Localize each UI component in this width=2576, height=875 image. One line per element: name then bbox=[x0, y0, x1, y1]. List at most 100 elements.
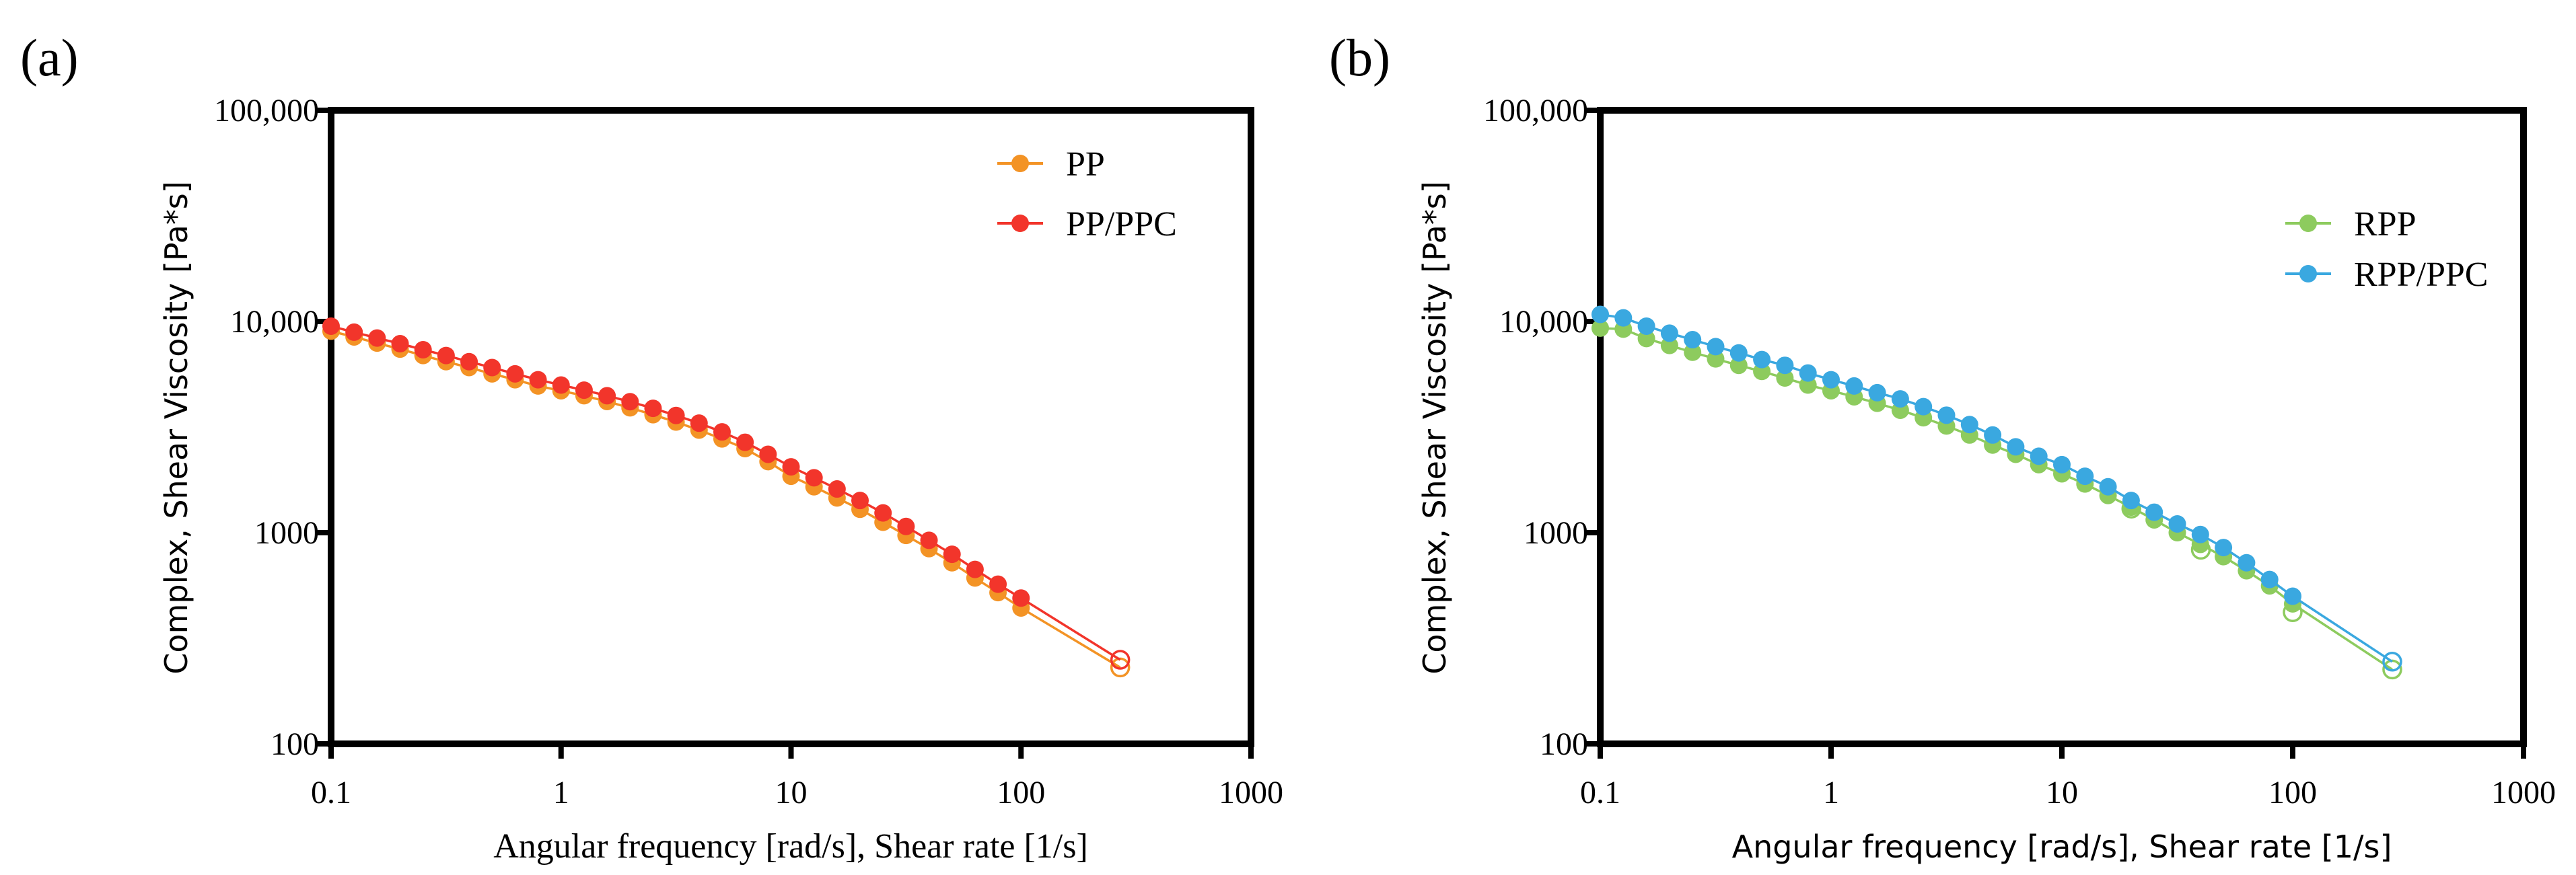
series-rpp bbox=[1591, 319, 2402, 680]
complex-viscosity-point bbox=[2007, 438, 2025, 456]
complex-viscosity-point bbox=[2284, 587, 2301, 605]
x-tick-label: 1 bbox=[1823, 775, 1839, 810]
y-tick-label: 100 bbox=[1540, 726, 1588, 762]
complex-viscosity-point bbox=[322, 317, 340, 335]
complex-viscosity-point bbox=[828, 480, 846, 498]
complex-viscosity-point bbox=[1637, 330, 1655, 348]
complex-viscosity-point bbox=[805, 469, 823, 487]
complex-viscosity-point bbox=[2099, 478, 2117, 496]
panel-label: (b) bbox=[1329, 28, 1390, 87]
complex-viscosity-point bbox=[2122, 492, 2140, 510]
y-tick-label: 10,000 bbox=[1499, 304, 1588, 340]
series-pp-ppc bbox=[322, 317, 1131, 670]
complex-viscosity-point bbox=[1822, 371, 1840, 389]
series-line bbox=[330, 330, 1121, 669]
legend-label: RPP/PPC bbox=[2354, 256, 2489, 294]
x-tick-label: 10 bbox=[775, 775, 808, 810]
legend-marker bbox=[2299, 265, 2317, 282]
shear-viscosity-point bbox=[1110, 650, 1131, 670]
x-tick-label: 1000 bbox=[2491, 775, 2556, 810]
panel-b: (b) Complex, Shear Viscosity [Pa*s] Angu… bbox=[1329, 28, 2556, 865]
complex-viscosity-point bbox=[690, 414, 708, 432]
complex-viscosity-point bbox=[1660, 336, 1678, 354]
x-tick-label: 1000 bbox=[1219, 775, 1283, 810]
complex-viscosity-point bbox=[1684, 331, 1702, 349]
shear-viscosity-point bbox=[2382, 652, 2402, 672]
x-tick-label: 1 bbox=[553, 775, 569, 810]
complex-viscosity-point bbox=[2238, 554, 2256, 572]
complex-viscosity-point bbox=[1937, 406, 1956, 424]
complex-viscosity-point bbox=[1614, 309, 1633, 327]
complex-viscosity-point bbox=[598, 387, 616, 405]
complex-viscosity-point bbox=[2260, 570, 2279, 588]
legend-label: RPP bbox=[2354, 205, 2417, 243]
complex-viscosity-point bbox=[621, 393, 639, 411]
complex-viscosity-point bbox=[644, 400, 662, 418]
complex-viscosity-point bbox=[667, 406, 685, 424]
x-tick-label: 10 bbox=[2046, 775, 2078, 810]
x-tick-label: 0.1 bbox=[1580, 775, 1620, 810]
complex-viscosity-point bbox=[1729, 344, 1748, 362]
series-line bbox=[330, 325, 1121, 661]
y-axis-label: Complex, Shear Viscosity [Pa*s] bbox=[158, 181, 194, 674]
complex-viscosity-point bbox=[1776, 356, 1794, 375]
complex-viscosity-point bbox=[736, 433, 754, 451]
complex-viscosity-point bbox=[920, 531, 938, 549]
complex-viscosity-point bbox=[2191, 525, 2209, 543]
complex-viscosity-point bbox=[1012, 589, 1030, 607]
complex-viscosity-point bbox=[851, 492, 869, 510]
complex-viscosity-point bbox=[1729, 356, 1748, 375]
y-tick-label: 1000 bbox=[1524, 515, 1588, 551]
complex-viscosity-point bbox=[1591, 305, 1609, 324]
complex-viscosity-point bbox=[1684, 343, 1702, 361]
legend-marker bbox=[2299, 215, 2317, 232]
complex-viscosity-point bbox=[1637, 317, 1655, 335]
complex-viscosity-point bbox=[1915, 397, 1933, 416]
complex-viscosity-point bbox=[713, 423, 731, 441]
y-tick-label: 100 bbox=[271, 726, 319, 762]
y-tick-label: 100,000 bbox=[214, 93, 319, 128]
legend-marker bbox=[1011, 155, 1029, 172]
complex-viscosity-point bbox=[1868, 383, 1886, 402]
complex-viscosity-point bbox=[2076, 467, 2094, 486]
complex-viscosity-point bbox=[1984, 426, 2002, 444]
complex-viscosity-point bbox=[782, 458, 800, 476]
complex-viscosity-point bbox=[483, 358, 501, 377]
complex-viscosity-point bbox=[1776, 369, 1794, 387]
legend-item: RPP/PPC bbox=[2285, 256, 2489, 294]
complex-viscosity-point bbox=[2053, 455, 2071, 473]
complex-viscosity-point bbox=[506, 365, 524, 383]
complex-viscosity-point bbox=[2030, 447, 2048, 465]
complex-viscosity-point bbox=[1707, 338, 1725, 356]
x-tick-label: 100 bbox=[997, 775, 1045, 810]
series-pp bbox=[322, 322, 1131, 678]
x-tick-label: 100 bbox=[2268, 775, 2317, 810]
legend-item: RPP bbox=[2285, 205, 2417, 243]
complex-viscosity-point bbox=[1845, 377, 1863, 395]
complex-viscosity-point bbox=[529, 371, 547, 389]
complex-viscosity-point bbox=[1891, 390, 1909, 408]
y-tick-label: 10,000 bbox=[230, 304, 319, 340]
y-tick-label: 1000 bbox=[254, 515, 319, 551]
complex-viscosity-point bbox=[1660, 324, 1678, 342]
complex-viscosity-point bbox=[2168, 515, 2186, 533]
complex-viscosity-point bbox=[1799, 364, 1817, 382]
complex-viscosity-point bbox=[460, 352, 478, 371]
legend-label: PP bbox=[1066, 145, 1105, 184]
series-rpp-ppc bbox=[1591, 305, 2402, 672]
complex-viscosity-point bbox=[437, 346, 455, 365]
y-tick-label: 100,000 bbox=[1483, 93, 1588, 128]
complex-viscosity-point bbox=[759, 445, 777, 463]
complex-viscosity-point bbox=[2145, 503, 2163, 521]
complex-viscosity-point bbox=[368, 329, 386, 347]
complex-viscosity-point bbox=[1799, 376, 1817, 394]
complex-viscosity-point bbox=[1707, 350, 1725, 368]
legend-label: PP/PPC bbox=[1066, 205, 1177, 243]
x-axis-label: Angular frequency [rad/s], Shear rate [1… bbox=[1732, 829, 2392, 865]
legend-item: PP bbox=[997, 145, 1105, 184]
series-line bbox=[1600, 327, 2393, 671]
complex-viscosity-point bbox=[897, 517, 915, 535]
x-axis-label: Angular frequency [rad/s], Shear rate [1… bbox=[493, 827, 1088, 866]
complex-viscosity-point bbox=[1591, 319, 1609, 337]
